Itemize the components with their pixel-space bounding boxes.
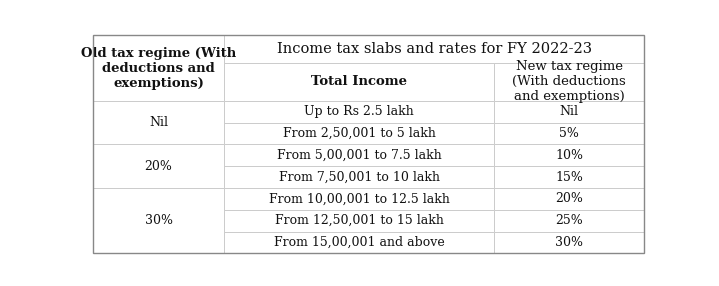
Bar bbox=[224, 123, 494, 144]
Text: 30%: 30% bbox=[145, 214, 173, 227]
Bar bbox=[224, 210, 494, 232]
Bar bbox=[494, 123, 644, 144]
Bar bbox=[224, 166, 494, 188]
Text: 15%: 15% bbox=[555, 171, 583, 184]
Text: From 10,00,001 to 12.5 lakh: From 10,00,001 to 12.5 lakh bbox=[269, 192, 449, 205]
Text: From 5,00,001 to 7.5 lakh: From 5,00,001 to 7.5 lakh bbox=[277, 149, 441, 162]
Text: From 12,50,001 to 15 lakh: From 12,50,001 to 15 lakh bbox=[275, 214, 444, 227]
Text: Income tax slabs and rates for FY 2022-23: Income tax slabs and rates for FY 2022-2… bbox=[277, 42, 592, 56]
Text: 30%: 30% bbox=[555, 236, 583, 249]
Bar bbox=[93, 35, 224, 101]
Bar bbox=[93, 188, 224, 253]
Bar bbox=[224, 144, 494, 166]
Bar bbox=[494, 144, 644, 166]
Bar bbox=[224, 232, 494, 253]
Bar bbox=[224, 188, 494, 210]
Bar bbox=[224, 63, 494, 101]
Bar bbox=[224, 35, 644, 63]
Text: 25%: 25% bbox=[555, 214, 583, 227]
Text: Nil: Nil bbox=[149, 116, 168, 129]
Text: Nil: Nil bbox=[559, 105, 579, 118]
Bar bbox=[93, 101, 224, 144]
Text: From 2,50,001 to 5 lakh: From 2,50,001 to 5 lakh bbox=[283, 127, 436, 140]
Bar bbox=[224, 101, 494, 123]
Text: Old tax regime (With
deductions and
exemptions): Old tax regime (With deductions and exem… bbox=[81, 47, 236, 90]
Bar bbox=[494, 101, 644, 123]
Text: 20%: 20% bbox=[555, 192, 583, 205]
Text: 5%: 5% bbox=[559, 127, 580, 140]
Bar bbox=[494, 232, 644, 253]
Bar bbox=[93, 35, 224, 63]
Text: From 15,00,001 and above: From 15,00,001 and above bbox=[274, 236, 444, 249]
Text: New tax regime
(With deductions
and exemptions): New tax regime (With deductions and exem… bbox=[513, 60, 626, 103]
Bar bbox=[494, 188, 644, 210]
Text: 20%: 20% bbox=[145, 160, 173, 173]
Text: Total Income: Total Income bbox=[311, 75, 407, 88]
Text: From 7,50,001 to 10 lakh: From 7,50,001 to 10 lakh bbox=[279, 171, 440, 184]
Text: Up to Rs 2.5 lakh: Up to Rs 2.5 lakh bbox=[304, 105, 414, 118]
Bar bbox=[93, 144, 224, 188]
Bar bbox=[494, 210, 644, 232]
Bar bbox=[494, 63, 644, 101]
Text: 10%: 10% bbox=[555, 149, 583, 162]
Bar bbox=[494, 166, 644, 188]
